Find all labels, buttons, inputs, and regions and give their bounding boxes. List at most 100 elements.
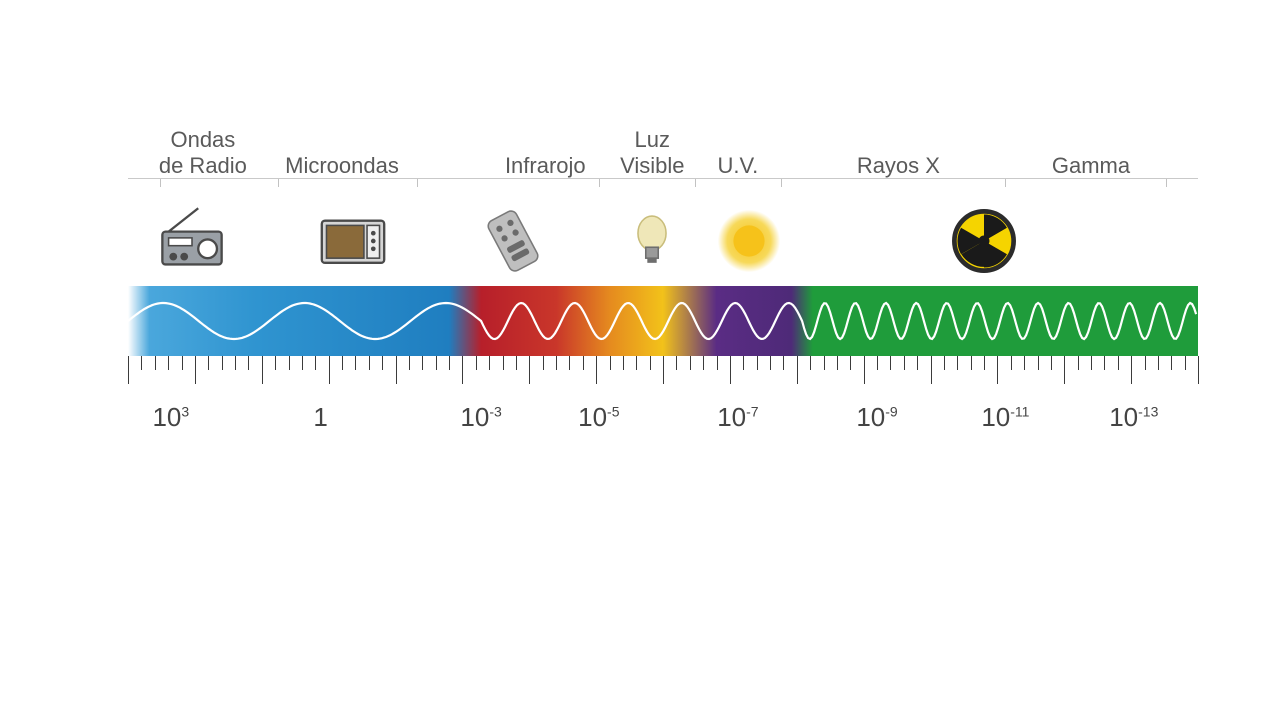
ruler-minor-tick: [890, 356, 891, 370]
ruler-minor-tick: [355, 356, 356, 370]
em-spectrum-diagram: Ondas de Radio Microondas Infrarojo Luz Vis…: [128, 108, 1198, 438]
ruler-minor-tick: [342, 356, 343, 370]
ruler-minor-tick: [182, 356, 183, 370]
ruler-minor-tick: [717, 356, 718, 370]
top-tick: [278, 179, 279, 187]
ruler-minor-tick: [569, 356, 570, 370]
microwave-icon: [310, 202, 396, 280]
scale-label: 10-9: [856, 402, 897, 433]
ruler-minor-tick: [409, 356, 410, 370]
scale-label: 10-3: [460, 402, 501, 433]
ruler-minor-tick: [636, 356, 637, 370]
ruler-minor-tick: [315, 356, 316, 370]
ruler-major-tick: [1198, 356, 1199, 384]
ruler-minor-tick: [810, 356, 811, 370]
ruler-minor-tick: [382, 356, 383, 370]
ruler-minor-tick: [1158, 356, 1159, 370]
scale-labels-row: 103110-310-510-710-910-1110-13: [128, 402, 1198, 438]
ruler-minor-tick: [904, 356, 905, 370]
ruler-major-tick: [730, 356, 731, 384]
ruler-minor-tick: [957, 356, 958, 370]
top-tick: [1005, 179, 1006, 187]
ruler-minor-tick: [449, 356, 450, 370]
region-label-xray: Rayos X: [857, 153, 940, 178]
ruler-minor-tick: [1171, 356, 1172, 370]
ruler-minor-tick: [650, 356, 651, 370]
remote-icon: [470, 202, 556, 280]
ruler-minor-tick: [703, 356, 704, 370]
top-tick: [695, 179, 696, 187]
sun-icon: [706, 202, 792, 280]
region-label-radio: Ondas de Radio: [159, 127, 247, 178]
top-tick: [417, 179, 418, 187]
ruler-minor-tick: [489, 356, 490, 370]
ruler-minor-tick: [275, 356, 276, 370]
ruler-minor-tick: [422, 356, 423, 370]
scale-label: 10-5: [578, 402, 619, 433]
region-label-infrared: Infrarojo: [505, 153, 586, 178]
region-label-gamma: Gamma: [1052, 153, 1130, 178]
ruler-minor-tick: [583, 356, 584, 370]
ruler-minor-tick: [1024, 356, 1025, 370]
region-label-visible: Luz Visible: [620, 127, 684, 178]
ruler-minor-tick: [1185, 356, 1186, 370]
ruler-minor-tick: [1051, 356, 1052, 370]
ruler-major-tick: [1131, 356, 1132, 384]
ruler-minor-tick: [168, 356, 169, 370]
ruler-minor-tick: [155, 356, 156, 370]
ruler-minor-tick: [850, 356, 851, 370]
ruler-minor-tick: [690, 356, 691, 370]
bulb-icon: [609, 202, 695, 280]
ruler-major-tick: [396, 356, 397, 384]
ruler-minor-tick: [1078, 356, 1079, 370]
ruler-minor-tick: [208, 356, 209, 370]
ruler-minor-tick: [436, 356, 437, 370]
ruler-major-tick: [462, 356, 463, 384]
region-labels-row: Ondas de Radio Microondas Infrarojo Luz Vis…: [128, 108, 1198, 178]
ruler-minor-tick: [302, 356, 303, 370]
ruler-minor-tick: [1145, 356, 1146, 370]
ruler-minor-tick: [1104, 356, 1105, 370]
ruler-minor-tick: [516, 356, 517, 370]
ruler-major-tick: [262, 356, 263, 384]
icons-row: [128, 196, 1198, 286]
ruler-minor-tick: [1118, 356, 1119, 370]
region-label-microwave: Microondas: [285, 153, 399, 178]
top-tick: [1166, 179, 1167, 187]
ruler-major-tick: [864, 356, 865, 384]
scale-label: 103: [152, 402, 189, 433]
ruler-minor-tick: [917, 356, 918, 370]
ruler-minor-tick: [1038, 356, 1039, 370]
ruler-minor-tick: [623, 356, 624, 370]
ruler-minor-tick: [770, 356, 771, 370]
ruler-minor-tick: [676, 356, 677, 370]
top-tick: [160, 179, 161, 187]
scale-label: 10-13: [1109, 402, 1158, 433]
ruler-minor-tick: [837, 356, 838, 370]
ruler-minor-tick: [971, 356, 972, 370]
top-tick: [599, 179, 600, 187]
ruler-minor-tick: [289, 356, 290, 370]
radiation-icon: [941, 202, 1027, 280]
ruler-minor-tick: [757, 356, 758, 370]
ruler-major-tick: [195, 356, 196, 384]
ruler-minor-tick: [984, 356, 985, 370]
ruler-minor-tick: [743, 356, 744, 370]
ruler-major-tick: [596, 356, 597, 384]
ruler-major-tick: [663, 356, 664, 384]
ruler-minor-tick: [222, 356, 223, 370]
ruler-major-tick: [797, 356, 798, 384]
top-axis: [128, 178, 1198, 192]
ruler-minor-tick: [248, 356, 249, 370]
scale-label: 10-7: [717, 402, 758, 433]
ruler-minor-tick: [141, 356, 142, 370]
ruler-major-tick: [1064, 356, 1065, 384]
ruler-major-tick: [128, 356, 129, 384]
ruler-minor-tick: [235, 356, 236, 370]
ruler-major-tick: [529, 356, 530, 384]
ruler-minor-tick: [824, 356, 825, 370]
ruler-minor-tick: [543, 356, 544, 370]
ruler-minor-tick: [783, 356, 784, 370]
ruler-minor-tick: [610, 356, 611, 370]
top-tick: [781, 179, 782, 187]
